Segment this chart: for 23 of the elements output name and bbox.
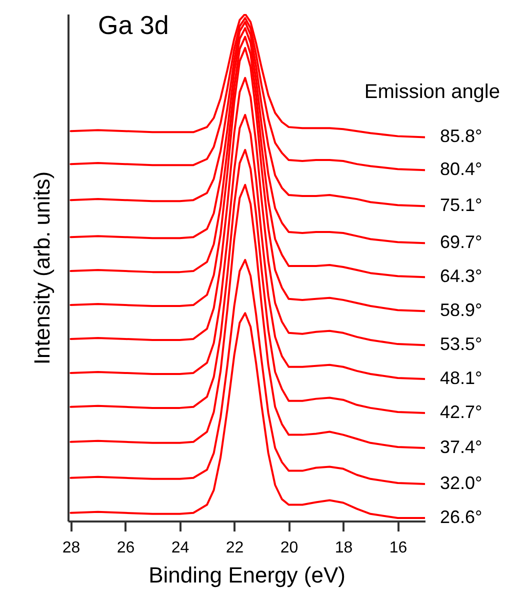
series-label: 75.1° [440, 195, 482, 216]
series-label: 85.8° [440, 126, 482, 146]
series-label: 42.7° [440, 402, 482, 422]
y-axis-title: Intensity (arb. units) [30, 171, 54, 365]
legend-title: Emission angle [364, 81, 500, 103]
x-tick-label: 20 [280, 540, 298, 556]
series-label: 32.0° [440, 472, 482, 493]
series-label: 69.7° [440, 232, 482, 252]
series-label: 80.4° [440, 159, 482, 180]
series-label: 53.5° [440, 334, 482, 354]
x-tick-label: 16 [389, 540, 408, 556]
chart-title: Ga 3d [98, 10, 169, 40]
series-label: 58.9° [440, 300, 482, 320]
x-tick-label: 24 [171, 540, 190, 556]
series-label: 64.3° [440, 266, 482, 286]
x-axis-title: Binding Energy (eV) [148, 562, 346, 588]
x-tick-label: 22 [226, 540, 244, 556]
x-tick-label: 28 [62, 540, 80, 556]
series-label: 26.6° [440, 506, 482, 527]
series-label: 37.4° [440, 436, 482, 457]
x-tick-label: 26 [116, 540, 135, 556]
series-label: 48.1° [440, 368, 482, 388]
x-tick-label: 18 [334, 540, 353, 556]
